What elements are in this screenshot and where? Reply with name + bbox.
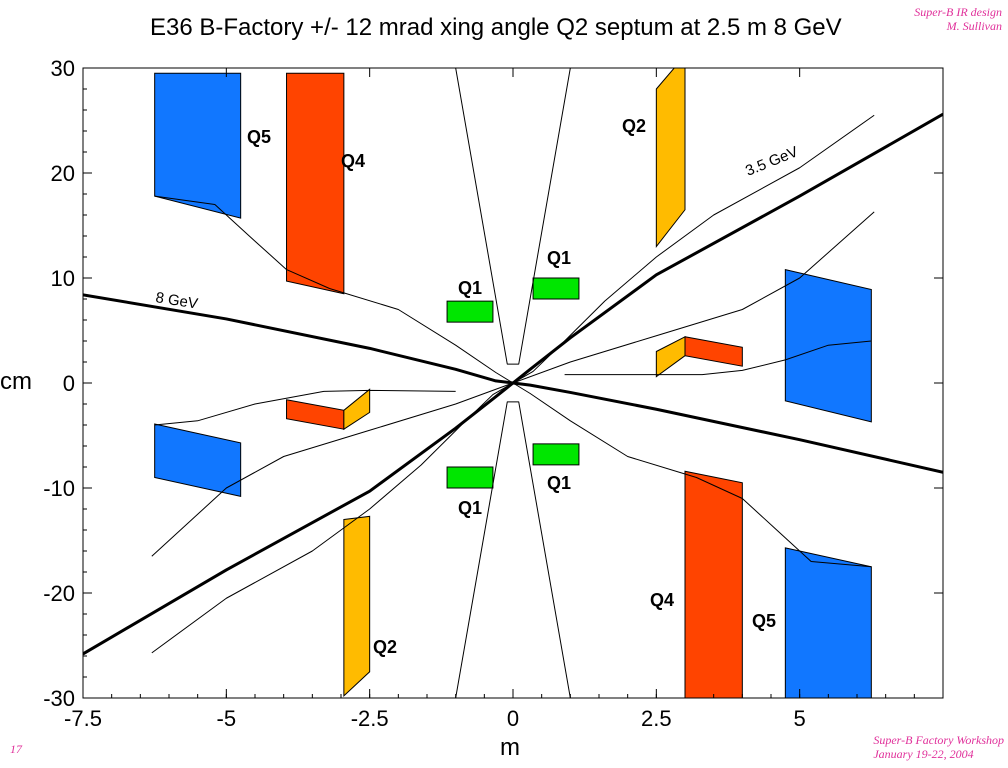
x-tick-label: -7.5 [64,706,102,731]
workshop-note: Super-B Factory Workshop January 19-22, … [873,733,1004,761]
magnet-q1-6 [532,443,580,466]
magnet-q2-9 [655,335,686,378]
q1-top-left-label: Q1 [458,278,482,298]
stay-clear-top-line [154,195,514,384]
q4-bottom-label: Q4 [650,590,674,610]
beam-label-8gev: 8 GeV [154,289,199,312]
workshop-note-date: January 19-22, 2004 [873,747,974,761]
magnet-q2-13 [343,515,371,698]
magnet-q4-14 [684,470,743,698]
magnet-q2-2 [655,68,686,248]
x-axis-label: m [500,734,520,761]
vacuum-pipe-top-left-line [455,68,571,365]
stay-clear-bottom-right-line [512,382,872,568]
magnets-layer [154,68,872,698]
y-axis-label: cm [0,368,32,395]
y-tick-label: 30 [51,56,75,81]
author-note: Super-B IR design M. Sullivan [914,5,1002,33]
q1-bottom-right-label: Q1 [547,473,571,493]
stay-clear-right-up-line [512,211,875,384]
magnet-q2-septum-10 [286,399,345,430]
magnet-q4-1 [286,72,345,295]
y-tick-label: 10 [51,266,75,291]
x-tick-label: 5 [794,706,806,731]
q2-top-label: Q2 [622,116,646,136]
q1-bottom-left-label: Q1 [458,498,482,518]
y-tick-label: -30 [43,686,75,711]
axis-ticks: -7.5 -5 -2.5 0 2.5 5 30 20 10 0 -10 -20 -30 [43,56,944,731]
magnet-q1-3 [446,300,494,323]
x-tick-label: 2.5 [641,706,672,731]
x-tick-label: 0 [507,706,519,731]
page-title: E36 B-Factory +/- 12 mrad xing angle Q2 … [150,14,842,41]
x-tick-label: -2.5 [351,706,389,731]
magnet-q1-4 [532,277,580,300]
vacuum-pipe-bottom-left-line [455,401,571,698]
magnet-q5-0 [154,72,242,219]
workshop-note-title: Super-B Factory Workshop [873,733,1004,747]
magnet-labels: Q5 Q4 Q2 Q1 Q1 Q1 Q1 Q2 Q4 Q5 8 GeV 3.5 … [154,116,800,657]
stay-clear-left-low-line [151,382,514,557]
beamlines-layer [83,68,943,698]
page-number: 17 [10,742,22,756]
y-tick-label: -10 [43,476,75,501]
beam-label-3p5gev: 3.5 GeV [743,143,800,179]
magnet-q2-11 [343,388,371,431]
author-note-name: M. Sullivan [946,19,1002,33]
y-tick-label: 0 [63,371,75,396]
q2-bottom-label: Q2 [373,637,397,657]
stay-clear-right-low-line [564,340,872,376]
q5-top-label: Q5 [247,127,271,147]
magnet-q5-15 [784,547,872,698]
stay-clear-top-right-line [512,114,875,384]
magnet-q5-12 [154,423,242,498]
y-tick-label: 20 [51,161,75,186]
q4-top-label: Q4 [341,151,365,171]
author-note-design: Super-B IR design [914,5,1002,19]
stay-clear-bottom-left-line [151,382,514,654]
y-tick-label: -20 [43,581,75,606]
magnet-q2-septum-8 [684,336,743,367]
q1-top-right-label: Q1 [547,248,571,268]
q5-bottom-label: Q5 [752,611,776,631]
x-tick-label: -5 [217,706,237,731]
magnet-q1-5 [446,466,494,489]
stay-clear-left-up-line [154,389,456,426]
